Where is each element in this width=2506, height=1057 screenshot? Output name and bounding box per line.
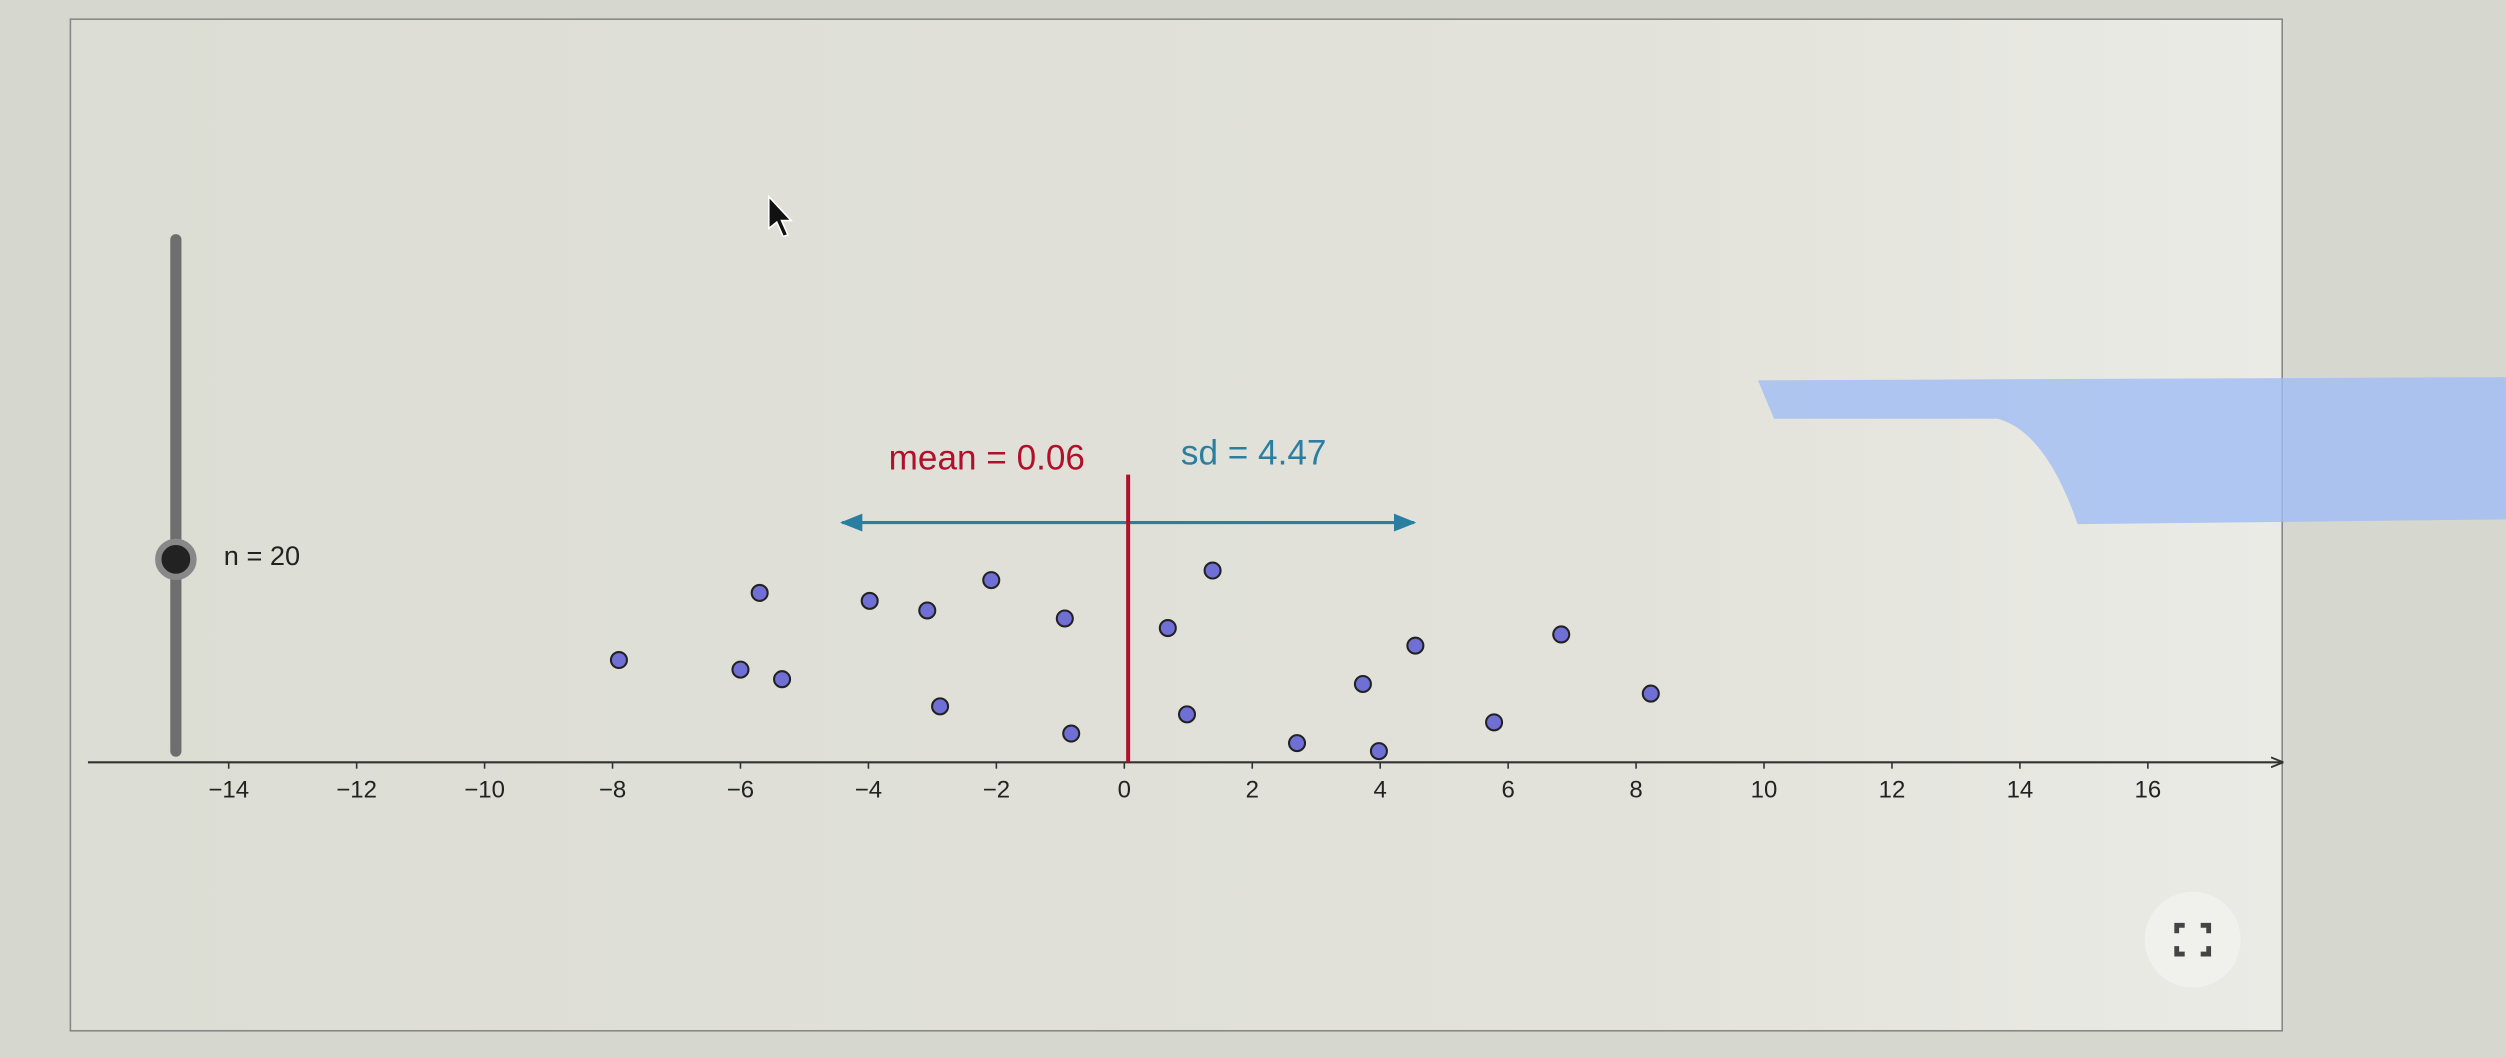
- data-point: [750, 583, 769, 602]
- data-point: [1177, 705, 1197, 724]
- data-point: [1055, 609, 1074, 628]
- data-point: [1406, 636, 1425, 655]
- fullscreen-icon[interactable]: [2174, 922, 2212, 957]
- data-point: [1369, 742, 1388, 761]
- x-tick-label: 10: [1751, 776, 1778, 803]
- x-tick-label: −4: [855, 776, 882, 803]
- x-tick-label: −14: [208, 776, 249, 803]
- data-point: [982, 571, 1001, 590]
- data-point: [731, 660, 750, 679]
- data-point: [1158, 619, 1177, 638]
- data-point: [918, 601, 937, 620]
- data-point: [1353, 674, 1372, 694]
- slider-knob[interactable]: [155, 538, 197, 581]
- x-tick-label: 14: [2007, 776, 2034, 803]
- x-tick-label: −12: [336, 776, 377, 803]
- data-point: [609, 650, 628, 670]
- data-point: [1641, 684, 1660, 703]
- slider-label: n = 20: [224, 540, 300, 571]
- x-tick-label: −8: [599, 776, 626, 803]
- sd-label: sd = 4.47: [1181, 434, 1327, 473]
- x-tick-label: 0: [1118, 776, 1131, 803]
- data-point: [931, 697, 950, 716]
- mouse-cursor: [767, 194, 793, 238]
- data-point: [860, 591, 879, 610]
- fullscreen-button[interactable]: [2144, 891, 2241, 988]
- data-point: [1203, 561, 1222, 580]
- screen-glare: [1758, 377, 2506, 525]
- x-tick-label: 6: [1501, 776, 1514, 803]
- x-tick-label: −10: [464, 776, 505, 803]
- x-tick-label: 8: [1629, 776, 1642, 803]
- x-tick-label: −6: [727, 776, 754, 803]
- x-tick-label: 12: [1879, 776, 1906, 803]
- applet-frame: [69, 18, 2283, 1032]
- x-tick-label: 4: [1374, 776, 1387, 803]
- mean-label: mean = 0.06: [889, 439, 1085, 478]
- data-point: [1485, 713, 1504, 732]
- x-tick-label: −2: [983, 776, 1010, 803]
- data-point: [1062, 724, 1081, 743]
- x-tick-label: 16: [2135, 776, 2162, 803]
- data-point: [773, 670, 792, 689]
- data-point: [1288, 734, 1307, 753]
- data-point: [1552, 625, 1571, 644]
- x-tick-label: 2: [1246, 776, 1259, 803]
